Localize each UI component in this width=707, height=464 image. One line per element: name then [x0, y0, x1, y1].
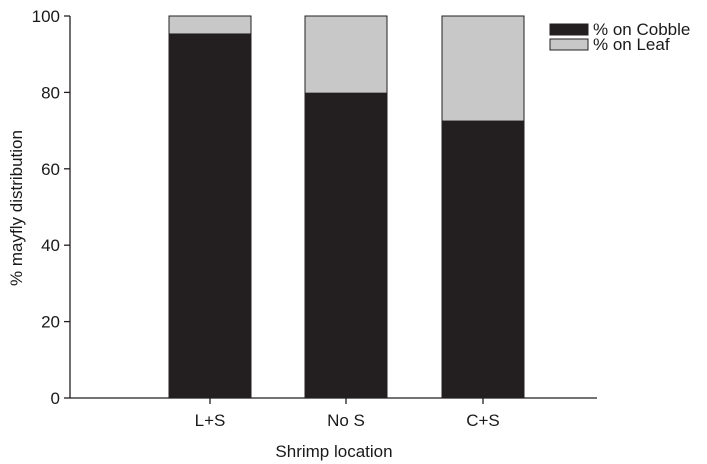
y-tick-label: 40: [41, 236, 60, 255]
x-axis-title: Shrimp location: [275, 442, 392, 461]
y-tick-label: 80: [41, 83, 60, 102]
legend-swatch: [549, 38, 589, 51]
legend-swatch: [549, 23, 589, 36]
y-tick-label: 60: [41, 160, 60, 179]
legend-label: % on Cobble: [593, 20, 690, 39]
y-tick-label: 0: [51, 389, 60, 408]
y-tick-label: 20: [41, 313, 60, 332]
bar-no-s-series-2: [304, 15, 388, 94]
bar-c-s-series-1: [441, 120, 525, 399]
bar-l-s-series-1: [168, 33, 252, 399]
x-ticks: L+S No S C+S: [195, 398, 500, 430]
bar-l-s-series-2: [168, 15, 252, 35]
x-tick-label: C+S: [466, 411, 500, 430]
legend-label: % on Leaf: [593, 35, 670, 54]
legend: % on Cobble% on Leaf: [549, 20, 690, 54]
y-tick-label: 100: [32, 7, 60, 26]
x-tick-label: No S: [327, 411, 365, 430]
x-tick-label: L+S: [195, 411, 226, 430]
y-ticks: 0 20 40 60 80 100: [32, 7, 70, 408]
y-axis-title: % mayfly distribution: [7, 130, 26, 286]
bar-no-s-series-1: [304, 92, 388, 399]
bars-layer: [168, 15, 525, 399]
bar-c-s-series-2: [441, 15, 525, 122]
